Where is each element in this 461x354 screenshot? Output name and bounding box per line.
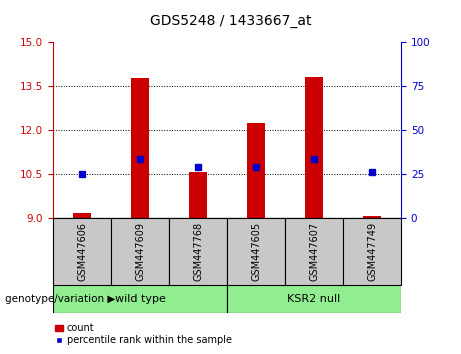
Text: KSR2 null: KSR2 null xyxy=(287,294,341,304)
Bar xyxy=(73,213,91,218)
Bar xyxy=(285,218,343,285)
Text: GSM447609: GSM447609 xyxy=(135,222,145,281)
Bar xyxy=(169,218,227,285)
Legend: count, percentile rank within the sample: count, percentile rank within the sample xyxy=(51,319,236,349)
Text: GDS5248 / 1433667_at: GDS5248 / 1433667_at xyxy=(150,14,311,28)
Bar xyxy=(53,285,227,313)
Bar xyxy=(53,218,111,285)
Bar xyxy=(227,285,401,313)
Bar xyxy=(111,218,169,285)
Bar xyxy=(189,172,207,218)
Bar xyxy=(343,218,401,285)
Bar xyxy=(227,218,285,285)
Text: GSM447768: GSM447768 xyxy=(193,222,203,281)
Text: GSM447606: GSM447606 xyxy=(77,222,87,281)
Text: wild type: wild type xyxy=(115,294,165,304)
Text: GSM447605: GSM447605 xyxy=(251,222,261,281)
Bar xyxy=(131,78,149,218)
Bar xyxy=(248,123,265,218)
Text: genotype/variation ▶: genotype/variation ▶ xyxy=(5,294,115,304)
Bar xyxy=(305,77,323,218)
Text: GSM447607: GSM447607 xyxy=(309,222,319,281)
Text: GSM447749: GSM447749 xyxy=(367,222,377,281)
Bar xyxy=(363,216,381,218)
